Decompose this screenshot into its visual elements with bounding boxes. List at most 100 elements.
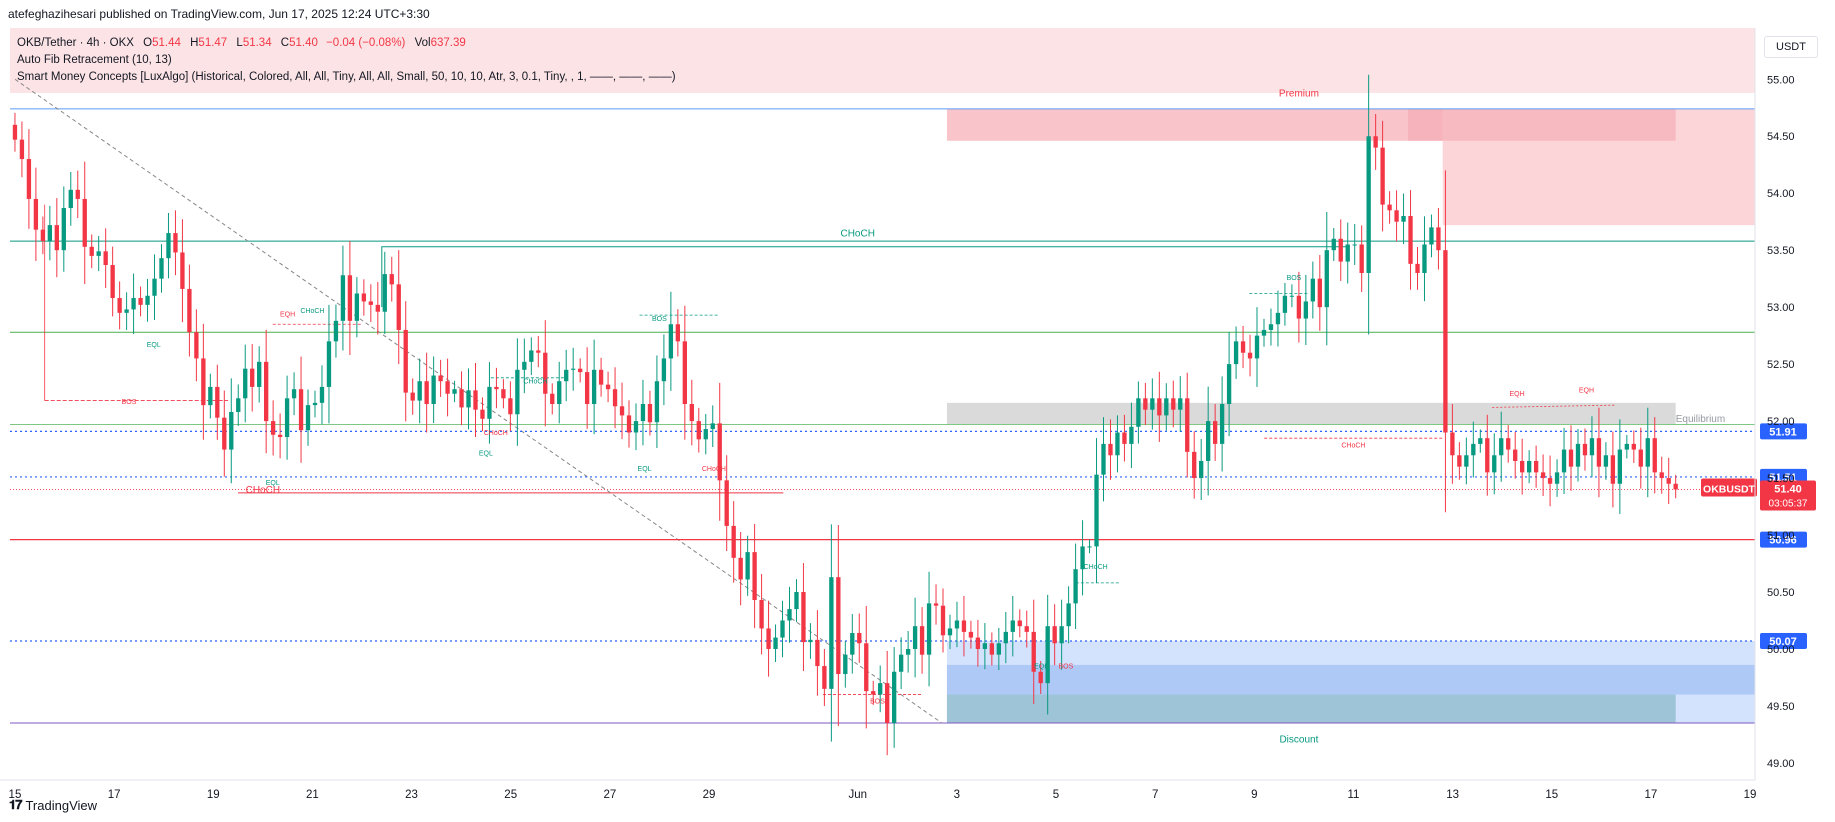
footer-brand[interactable]: TradingView <box>25 797 98 813</box>
candle <box>368 301 373 305</box>
candle <box>1192 451 1197 479</box>
indicator-smc[interactable]: Smart Money Concepts [LuxAlgo] (Historic… <box>17 71 676 83</box>
candle <box>1540 472 1546 479</box>
annotation-bos: BOS <box>122 399 137 406</box>
candle <box>487 386 492 419</box>
candle <box>1422 244 1427 273</box>
indicator-fib[interactable]: Auto Fib Retracement (10, 13) <box>17 54 172 66</box>
candle <box>1659 472 1664 479</box>
candle <box>410 392 415 401</box>
candle <box>724 480 729 526</box>
x-tick-label: 11 <box>1347 789 1359 801</box>
candle <box>1589 438 1595 456</box>
candle <box>1108 443 1113 456</box>
annotation-choch: CHoCH <box>840 229 874 240</box>
candle <box>75 189 80 199</box>
candle <box>773 637 778 649</box>
candle <box>1450 432 1455 456</box>
candle <box>1513 449 1518 461</box>
candle <box>905 648 911 655</box>
demand-zone <box>946 694 1676 724</box>
candle <box>815 639 820 667</box>
candle <box>1261 329 1267 336</box>
candle <box>1094 474 1099 547</box>
candle <box>333 320 339 342</box>
symbol-tag-label: OKBUSDT <box>1703 483 1756 495</box>
candle <box>1073 569 1078 604</box>
y-tick-label: 53.00 <box>1767 302 1795 314</box>
candle <box>1059 626 1064 644</box>
candle <box>1003 631 1008 644</box>
candle <box>187 288 192 333</box>
eqh-line-2 <box>1492 404 1617 408</box>
candle <box>1526 460 1532 473</box>
equilibrium-label: Equilibrium <box>1676 414 1725 425</box>
candle <box>61 208 66 251</box>
candle <box>633 421 639 433</box>
annotation-eql: EQL <box>479 450 493 457</box>
candle <box>898 654 904 672</box>
candle <box>1185 398 1190 452</box>
candle <box>1212 421 1218 444</box>
candle <box>912 626 918 649</box>
x-tick-label: 19 <box>1744 789 1757 801</box>
candle <box>194 332 199 359</box>
candle <box>1554 472 1560 484</box>
tradingview-logo-icon[interactable]: 𝟏𝟕 <box>9 797 23 812</box>
candle <box>1233 341 1239 365</box>
volume-label: Vol <box>414 37 431 49</box>
candle <box>557 381 562 404</box>
candle <box>1443 250 1448 433</box>
candle <box>40 229 46 242</box>
x-tick-label: 5 <box>1053 789 1059 801</box>
currency-unit-button[interactable]: USDT <box>1764 36 1818 58</box>
candle <box>1080 546 1085 570</box>
bullish-order-block <box>946 664 1755 695</box>
candle <box>703 429 708 440</box>
bearish-order-block <box>1407 108 1676 141</box>
candle <box>989 643 995 655</box>
candle <box>396 284 401 330</box>
publisher-line: atefeghazihesari published on TradingVie… <box>8 7 430 21</box>
candle <box>1066 603 1071 627</box>
discount-label: Discount <box>1279 734 1318 745</box>
candle <box>612 389 618 407</box>
candle <box>229 411 234 450</box>
candle <box>710 423 715 430</box>
candle <box>1219 404 1225 444</box>
candle <box>752 552 757 600</box>
candle <box>466 390 471 408</box>
candle <box>1561 449 1567 473</box>
candle <box>1485 438 1490 473</box>
candle <box>361 293 367 302</box>
level-51.91-tag <box>1760 423 1807 440</box>
candle <box>1171 398 1176 410</box>
candle <box>787 609 792 621</box>
candle <box>885 683 890 724</box>
annotation-eql: EQL <box>147 342 161 349</box>
x-tick-label: 23 <box>405 789 418 801</box>
open-label: O <box>143 37 153 49</box>
annotation-choch: CHoCH <box>523 378 547 385</box>
y-tick-label: 50.00 <box>1767 644 1795 656</box>
candle <box>1282 295 1288 313</box>
candle <box>1303 301 1309 319</box>
high-label: H <box>190 37 199 49</box>
candle <box>1150 398 1155 410</box>
candle <box>417 381 422 401</box>
equilibrium-zone <box>946 402 1676 425</box>
volume-value: 637.39 <box>430 37 466 49</box>
symbol-label[interactable]: OKB/Tether · 4h · OKX <box>17 37 134 49</box>
candle <box>1366 136 1371 273</box>
candle <box>494 386 499 390</box>
candle <box>124 309 129 313</box>
candle <box>1415 263 1420 273</box>
candle <box>864 643 869 692</box>
candle <box>1010 620 1015 632</box>
candle <box>1457 455 1462 467</box>
symbol-tag <box>1701 478 1757 497</box>
candle <box>257 361 262 387</box>
candle <box>1652 438 1657 473</box>
change-value: −0.04 (−0.08%) <box>326 37 406 49</box>
